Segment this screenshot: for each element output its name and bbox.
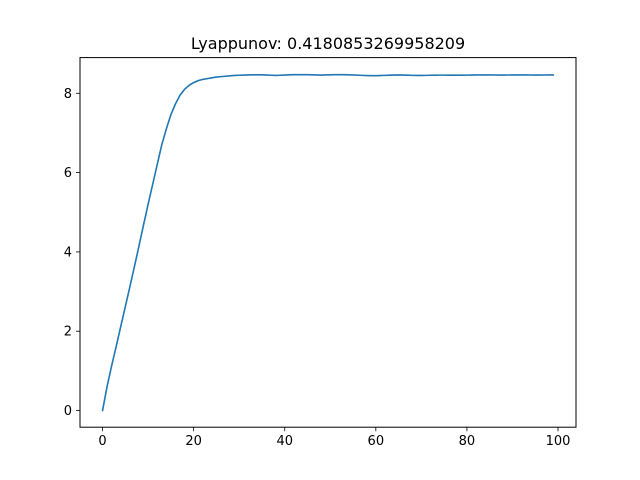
y-tick-label: 6 — [64, 166, 72, 181]
x-tick-label: 0 — [98, 434, 106, 449]
x-tick-label: 20 — [185, 434, 202, 449]
x-axis: 0 20 40 60 80 100 — [98, 427, 570, 449]
x-tick-label: 40 — [276, 434, 293, 449]
chart-title: Lyappunov: 0.4180853269958209 — [191, 34, 465, 53]
y-tick-label: 0 — [64, 404, 72, 419]
y-tick-label: 8 — [64, 87, 72, 102]
series-line-0 — [101, 73, 555, 412]
plot-area — [101, 73, 555, 412]
x-tick-label: 100 — [546, 434, 571, 449]
axes-frame — [79, 57, 577, 428]
x-tick-label: 80 — [459, 434, 476, 449]
y-axis: 0 2 4 6 8 — [64, 87, 80, 419]
x-tick-label: 60 — [368, 434, 385, 449]
y-tick-label: 2 — [64, 325, 72, 340]
y-tick-label: 4 — [64, 245, 72, 260]
